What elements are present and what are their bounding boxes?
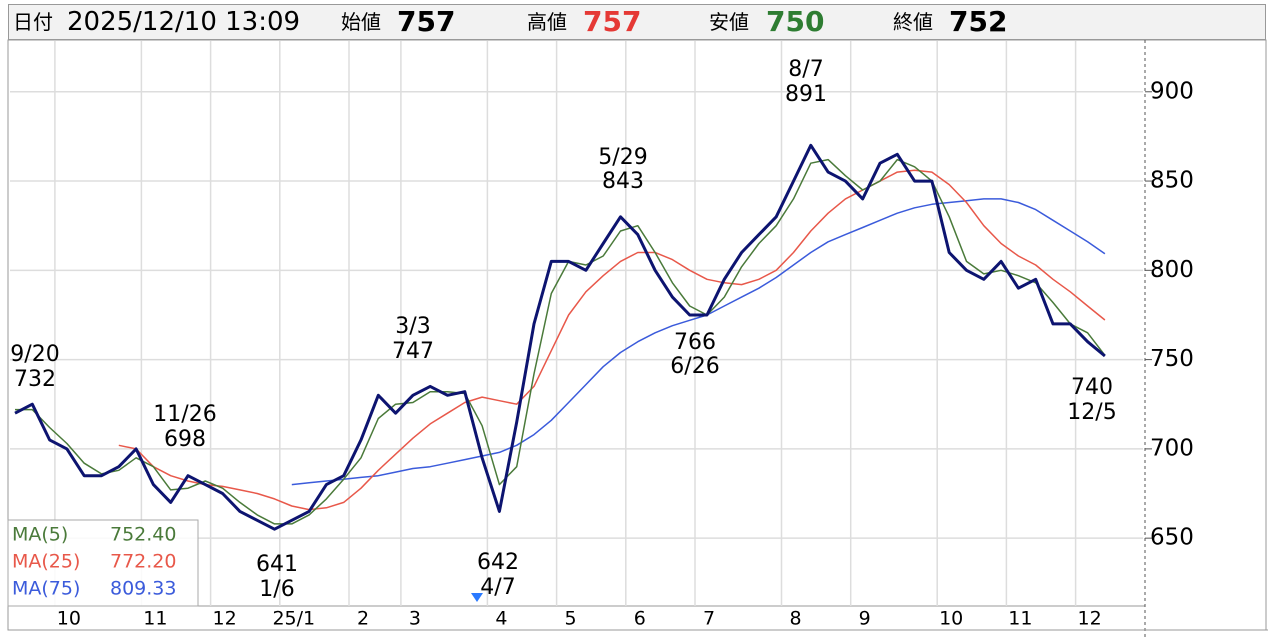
annotation-value: 891 (785, 82, 827, 107)
datetime: 2025/12/10 13:09 (67, 7, 301, 37)
legend-value: 752.40 (110, 524, 176, 546)
legend-box (7, 519, 199, 607)
annotation-date: 9/20 (10, 342, 59, 367)
annotation-value: 740 (1071, 375, 1113, 400)
annotation-date: 5/29 (598, 145, 647, 170)
annotation-value: 642 (477, 550, 519, 575)
x-tick-label: 11 (1008, 608, 1032, 630)
annotation-value: 732 (14, 367, 56, 392)
x-tick-label: 4 (495, 608, 507, 630)
open-label: 始値 (341, 10, 381, 34)
y-tick-label: 850 (1150, 168, 1194, 194)
x-tick-label: 2 (357, 608, 369, 630)
x-tick-label: 10 (939, 608, 963, 630)
legend-name: MA(75) (12, 578, 80, 600)
annotation-date: 6/26 (670, 354, 719, 379)
y-tick-label: 700 (1150, 435, 1194, 461)
annotation-value: 766 (674, 330, 716, 355)
annotation-value: 843 (602, 169, 644, 194)
annotation-value: 747 (392, 339, 434, 364)
close-label: 終値 (893, 10, 933, 34)
open: 757 (397, 5, 456, 38)
x-tick-label: 10 (57, 608, 81, 630)
legend-value: 772.20 (110, 551, 176, 573)
high-label: 高値 (527, 10, 567, 34)
x-tick-label: 8 (789, 608, 801, 630)
annotation-value: 698 (164, 427, 206, 452)
annotation-date: 4/7 (480, 575, 515, 600)
x-tick-label: 6 (634, 608, 646, 630)
x-tick-label: 3 (409, 608, 421, 630)
annotation-date: 8/7 (788, 57, 823, 82)
legend-value: 809.33 (110, 578, 176, 600)
x-tick-label: 25/1 (272, 608, 315, 630)
annotation-value: 641 (256, 552, 298, 577)
x-tick-label: 11 (143, 608, 167, 630)
header: 日付 2025/12/10 13:09 始値 757 高値 757 安値 750… (8, 4, 1266, 40)
y-tick-label: 800 (1150, 257, 1194, 283)
low: 750 (766, 5, 825, 38)
y-tick-label: 650 (1150, 525, 1194, 551)
price-line (14, 143, 1106, 531)
legend-name: MA(5) (12, 524, 68, 546)
x-tick-label: 9 (859, 608, 871, 630)
x-tick-label: 7 (703, 608, 715, 630)
close: 752 (949, 5, 1008, 38)
x-tick-label: 5 (565, 608, 577, 630)
y-tick-label: 750 (1150, 346, 1194, 372)
annotation-date: 12/5 (1067, 400, 1116, 425)
ma-line (291, 198, 1106, 486)
annotation-date: 3/3 (395, 314, 430, 339)
low-label: 安値 (709, 10, 749, 34)
legend-name: MA(25) (12, 551, 80, 573)
ma-line (15, 158, 1106, 525)
x-tick-label: 12 (213, 608, 237, 630)
event-marker (471, 593, 483, 602)
annotation-date: 1/6 (259, 577, 294, 602)
x-tick-label: 12 (1078, 608, 1102, 630)
y-tick-label: 900 (1150, 78, 1194, 104)
high: 757 (583, 5, 642, 38)
annotation-date: 11/26 (153, 402, 216, 427)
date-label: 日付 (13, 10, 53, 34)
ma-line (118, 169, 1106, 511)
